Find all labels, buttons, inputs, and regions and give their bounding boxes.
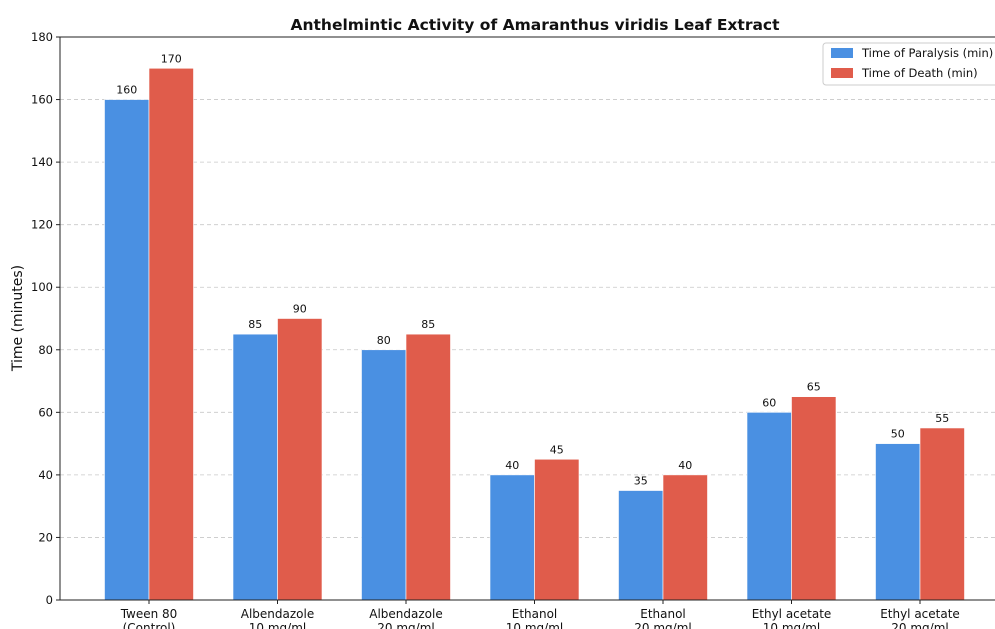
bar-death xyxy=(148,67,194,601)
y-tick-label: 140 xyxy=(31,155,53,169)
bar-paralysis xyxy=(489,474,535,601)
legend-label: Time of Death (min) xyxy=(861,66,978,80)
y-tick-label: 100 xyxy=(31,280,53,294)
bar-death xyxy=(534,458,580,601)
data-label: 50 xyxy=(891,428,905,441)
bar-paralysis xyxy=(361,349,407,601)
bar-death xyxy=(919,427,965,601)
bar-paralysis xyxy=(618,490,664,601)
axes xyxy=(59,36,995,601)
x-tick-label: 10 mg/ml xyxy=(506,621,563,629)
y-tick-label: 180 xyxy=(31,30,53,44)
chart-title: Anthelmintic Activity of Amaranthus viri… xyxy=(290,16,780,34)
data-label: 90 xyxy=(293,303,307,316)
data-label: 65 xyxy=(807,381,821,394)
x-tick-label: 20 mg/ml xyxy=(377,621,434,629)
grid xyxy=(60,99,995,538)
bar-paralysis xyxy=(232,333,278,601)
data-label: 40 xyxy=(678,459,692,472)
x-tick-label: Tween 80 xyxy=(120,607,178,621)
bar-death xyxy=(791,396,837,601)
x-tick-label: 20 mg/ml xyxy=(891,621,948,629)
x-tick-label: 10 mg/ml xyxy=(249,621,306,629)
x-tick-label: Albendazole xyxy=(369,607,442,621)
bar-paralysis xyxy=(746,412,792,601)
y-tick-label: 40 xyxy=(38,468,53,482)
legend-box xyxy=(822,42,995,86)
x-tick-label: 20 mg/ml xyxy=(634,621,691,629)
y-tick-label: 20 xyxy=(38,530,53,544)
x-tick-label: Ethanol xyxy=(640,607,686,621)
x-tick-label: Albendazole xyxy=(241,607,314,621)
x-tick-label: (Control) xyxy=(123,621,176,629)
data-label: 85 xyxy=(421,318,435,331)
y-tick-label: 0 xyxy=(46,593,53,607)
data-label: 170 xyxy=(161,52,182,65)
y-axis-label: Time (minutes) xyxy=(10,265,26,372)
data-label: 160 xyxy=(116,84,137,97)
x-tick-label: Ethanol xyxy=(512,607,558,621)
data-label: 40 xyxy=(505,459,519,472)
data-label: 45 xyxy=(550,443,564,456)
bar-paralysis xyxy=(104,99,150,601)
legend: Time of Paralysis (min) Time of Death (mi… xyxy=(822,42,995,86)
data-label: 80 xyxy=(377,334,391,347)
x-tick-label: Ethyl acetate xyxy=(880,607,960,621)
legend-swatch xyxy=(831,48,853,58)
data-label: 60 xyxy=(762,396,776,409)
y-tick-label: 120 xyxy=(31,218,53,232)
y-ticks: 0 20 40 60 80 100 120 140 160 180 xyxy=(31,30,60,607)
legend-swatch xyxy=(831,68,853,78)
y-tick-label: 60 xyxy=(38,405,53,419)
data-labels: 160 170 85 90 80 85 40 45 35 40 60 65 50 55 xyxy=(116,52,949,487)
legend-label: Time of Paralysis (min) xyxy=(861,46,993,60)
data-label: 35 xyxy=(634,475,648,488)
y-tick-label: 80 xyxy=(38,343,53,357)
x-tick-label: Ethyl acetate xyxy=(752,607,832,621)
bars xyxy=(104,67,965,601)
bar-death xyxy=(405,333,451,601)
bar-death xyxy=(662,474,708,601)
x-tick-label: 10 mg/ml xyxy=(763,621,820,629)
bar-paralysis xyxy=(875,443,921,601)
data-label: 85 xyxy=(248,318,262,331)
y-tick-label: 160 xyxy=(31,93,53,107)
data-label: 55 xyxy=(935,412,949,425)
bar-death xyxy=(277,318,323,601)
